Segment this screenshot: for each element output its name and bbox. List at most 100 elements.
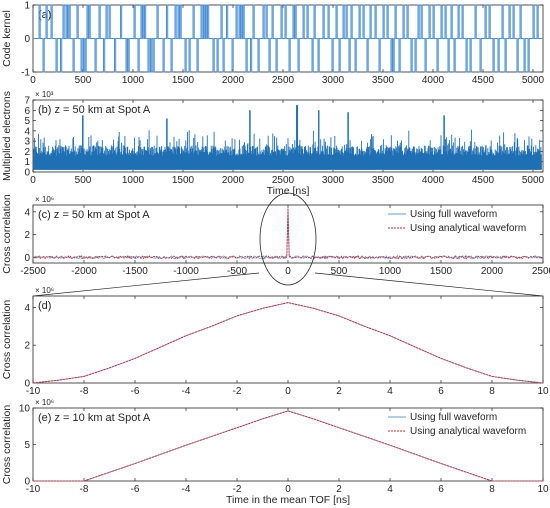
panel-label: (a): [38, 9, 51, 21]
x-tick-label: 2000: [481, 266, 504, 277]
y-tick-label: 1: [24, 157, 30, 168]
x-tick-label: 500: [331, 266, 348, 277]
y-tick-label: 5: [24, 116, 30, 127]
x-tick-label: 1000: [379, 266, 402, 277]
x-tick-label: 3500: [372, 175, 395, 186]
x-tick-label: 500: [75, 75, 92, 86]
x-tick-label: 2500: [272, 75, 295, 86]
y-tick-label: 1: [24, 1, 30, 12]
code-kernel-trace: [33, 4, 543, 73]
y-tick-label: 5: [24, 440, 30, 451]
x-tick-label: 4500: [472, 75, 495, 86]
x-tick-label: 1500: [172, 75, 195, 86]
series-line-1: [33, 410, 543, 482]
y-multiplier: × 10⁶: [35, 195, 54, 204]
y-tick-label: 2: [24, 147, 30, 158]
legend-entry-2: Using analytical waveform: [410, 426, 526, 437]
y-multiplier: × 10³: [35, 90, 54, 99]
x-tick-label: -8: [80, 386, 89, 397]
x-tick-label: -8: [80, 484, 89, 495]
x-tick-label: 4: [387, 484, 393, 495]
y-axis-label: Multiplied electrons: [1, 91, 13, 181]
zoom-connector-left: [32, 272, 260, 297]
legend-entry-2: Using analytical waveform: [410, 223, 526, 234]
x-tick-label: 3000: [322, 175, 345, 186]
x-tick-label: 3000: [322, 75, 345, 86]
legend-entry-1: Using full waveform: [410, 412, 497, 423]
x-tick-label: 10: [537, 484, 549, 495]
x-tick-label: -2: [233, 484, 242, 495]
y-tick-label: 2: [24, 230, 30, 241]
x-tick-label: -10: [26, 484, 41, 495]
x-tick-label: 3500: [372, 75, 395, 86]
x-tick-label: 4000: [422, 75, 445, 86]
panel-label: (c) z = 50 km at Spot A: [38, 209, 150, 221]
x-tick-label: -1500: [122, 266, 148, 277]
x-tick-label: 5000: [522, 175, 545, 186]
electrons-bars: [33, 105, 542, 170]
x-tick-label: -2000: [71, 266, 97, 277]
y-tick-label: 7: [24, 96, 30, 107]
panel-2: 0 500 1000 1500 2000 2500 3000 3500 4000 4500 5000…: [1, 90, 545, 197]
y-tick-label: 2: [24, 341, 30, 352]
y-axis-label: Code kernel: [1, 10, 13, 67]
y-tick-label: 0: [24, 379, 30, 390]
x-tick-label: 2: [336, 484, 342, 495]
series-line-2: [32, 302, 544, 384]
x-tick-label: 8: [489, 484, 495, 495]
x-tick-label: -10: [26, 386, 41, 397]
y-tick-label: 10: [19, 404, 31, 415]
y-tick-label: 4: [24, 207, 30, 218]
x-tick-label: 6: [438, 386, 444, 397]
x-axis-label: Time [ns]: [267, 185, 310, 197]
x-tick-label: 500: [75, 175, 92, 186]
panel-3: -2500 -2000 -1500 -1000 -500 0 500 1000 1500 2000…: [1, 192, 550, 286]
x-tick-label: 1000: [122, 175, 145, 186]
panel-label: (b) z = 50 km at Spot A: [38, 104, 151, 116]
legend-entry-1: Using full waveform: [410, 209, 497, 220]
x-tick-label: 4000: [422, 175, 445, 186]
zoom-connector-right: [314, 272, 544, 297]
y-tick-label: 3: [24, 137, 30, 148]
zoom-ellipse: [259, 192, 317, 286]
panel-4: -10 -8 -6 -4 -2 0 2 4 6 8 10 0 2 4 Cross correlation × …: [1, 286, 549, 397]
series-line-1: [32, 208, 544, 260]
panel-label: (e) z = 10 km at Spot A: [38, 412, 151, 424]
x-tick-label: -6: [131, 386, 140, 397]
y-tick-label: 0: [24, 34, 30, 45]
x-tick-label: 2500: [532, 266, 550, 277]
x-tick-label: 5000: [522, 75, 545, 86]
x-tick-label: 0: [285, 386, 291, 397]
y-tick-label: 0: [24, 477, 30, 488]
x-tick-label: 1500: [172, 175, 195, 186]
plot-frame: [32, 295, 544, 384]
y-axis-label: Cross correlation: [1, 405, 13, 485]
x-tick-label: 6: [438, 484, 444, 495]
x-axis-label: Time in the mean TOF [ns]: [226, 494, 350, 506]
x-tick-label: 0: [285, 484, 291, 495]
x-tick-label: 1000: [122, 75, 145, 86]
y-tick-label: 4: [24, 126, 30, 137]
x-tick-label: 0: [285, 266, 291, 277]
x-tick-label: 1500: [430, 266, 453, 277]
x-tick-label: -2500: [20, 266, 46, 277]
y-multiplier: × 10⁶: [35, 286, 54, 295]
x-tick-label: 2: [336, 386, 342, 397]
x-tick-label: 10: [537, 386, 549, 397]
x-tick-label: 2500: [272, 175, 295, 186]
x-tick-label: 0: [30, 75, 36, 86]
y-tick-label: 4: [24, 303, 30, 314]
panel-1: 0 500 1000 1500 2000 2500 3000 3500 4000 4500 5000…: [1, 1, 545, 87]
y-tick-label: -1: [21, 68, 30, 79]
x-tick-label: -2: [233, 386, 242, 397]
x-tick-label: -4: [182, 484, 191, 495]
x-tick-label: 2000: [222, 75, 245, 86]
x-tick-label: 0: [30, 175, 36, 186]
y-tick-label: 0: [24, 168, 30, 179]
y-tick-label: 0: [24, 253, 30, 264]
x-tick-label: 2000: [222, 175, 245, 186]
y-axis-label: Cross correlation: [1, 194, 13, 274]
x-tick-label: 4500: [472, 175, 495, 186]
series-line-2: [32, 208, 544, 260]
